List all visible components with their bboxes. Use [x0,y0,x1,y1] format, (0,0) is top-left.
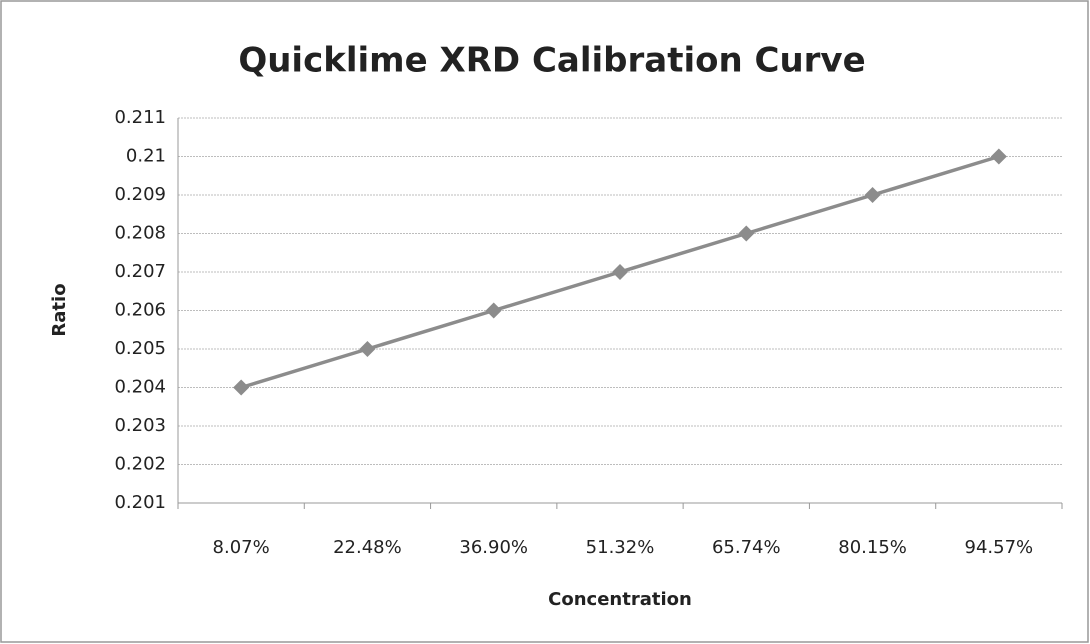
marker [359,341,376,357]
y-tick-label: 0.207 [114,261,166,282]
x-tick-label: 80.15% [838,537,907,558]
y-tick-label: 0.211 [114,107,166,128]
y-tick-label: 0.202 [114,454,166,475]
x-axis-label: Concentration [548,589,692,610]
x-tick-label: 51.32% [586,537,655,558]
chart-title: Quicklime XRD Calibration Curve [238,41,865,81]
marker [485,302,502,319]
y-tick-label: 0.208 [114,223,166,244]
y-tick-label: 0.209 [114,184,166,205]
x-tick-label: 65.74% [712,537,781,558]
y-tick-label: 0.21 [126,146,166,167]
y-tick-label: 0.205 [114,338,166,359]
y-tick-label: 0.204 [114,377,166,398]
marker [233,379,250,396]
y-tick-label: 0.206 [114,300,166,321]
y-axis-label: Ratio [49,283,70,336]
x-tick-label: 94.57% [965,537,1034,558]
marker [612,264,628,280]
y-tick-label: 0.203 [114,415,166,436]
x-tick-label: 22.48% [333,537,402,558]
marker [990,148,1007,165]
x-tick-label: 36.90% [459,537,528,558]
x-tick-label: 8.07% [213,537,270,558]
marker [864,187,881,203]
marker [738,225,755,242]
y-tick-label: 0.201 [114,492,166,513]
